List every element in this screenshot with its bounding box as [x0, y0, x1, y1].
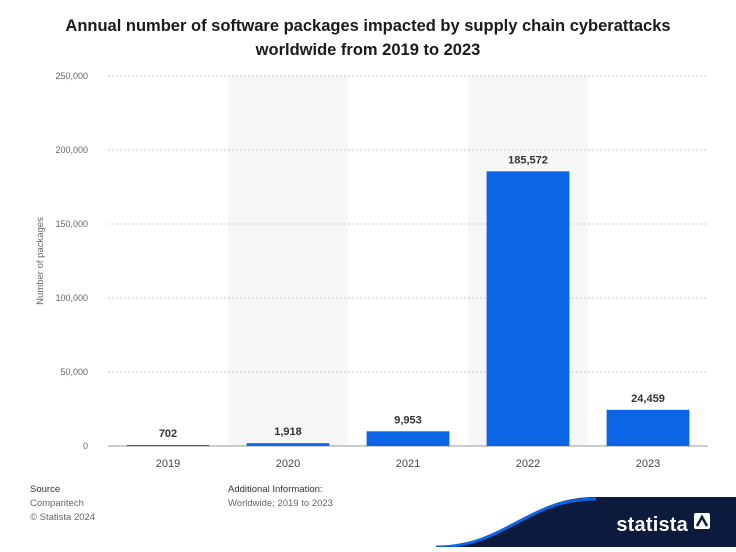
data-label-2020: 1,918 [274, 426, 302, 438]
additional-info-line: Worldwide; 2019 to 2023 [228, 498, 333, 509]
additional-info-heading: Additional Information: [228, 484, 323, 495]
x-tick-labels: 2019 2020 2021 2022 2023 [156, 458, 660, 470]
y-tick-label: 50,000 [60, 367, 88, 377]
bars [126, 171, 690, 446]
bar-2022[interactable] [486, 171, 570, 446]
data-label-2023: 24,459 [631, 393, 665, 405]
statista-logo-text: statista [616, 514, 688, 536]
y-tick-label: 250,000 [55, 71, 88, 81]
x-tick-label-2019: 2019 [156, 458, 180, 470]
y-tick-label: 150,000 [55, 219, 88, 229]
x-tick-label-2020: 2020 [276, 458, 300, 470]
y-tick-labels: 0 50,000 100,000 150,000 200,000 250,000 [55, 71, 88, 451]
statista-brand-banner[interactable]: statista [435, 497, 736, 549]
y-tick-label: 200,000 [55, 145, 88, 155]
x-tick-label-2023: 2023 [636, 458, 660, 470]
bar-2023[interactable] [606, 409, 690, 446]
data-label-2022: 185,572 [508, 154, 548, 166]
y-tick-label: 100,000 [55, 293, 88, 303]
gridlines [108, 75, 708, 447]
data-label-2021: 9,953 [394, 414, 422, 426]
alt-band-2020 [228, 76, 348, 446]
x-tick-label-2021: 2021 [396, 458, 420, 470]
statista-logo-icon [694, 513, 710, 529]
source-line-2: © Statista 2024 [30, 512, 96, 523]
bar-2021[interactable] [366, 431, 450, 446]
y-axis-label: Number of packages [35, 217, 46, 305]
data-labels: 702 1,918 9,953 185,572 24,459 [159, 154, 665, 440]
bar-2020[interactable] [246, 443, 330, 446]
source-heading: Source [30, 484, 61, 495]
y-tick-label: 0 [83, 441, 88, 451]
x-tick-label-2022: 2022 [516, 458, 540, 470]
source-line-1[interactable]: Comparitech [30, 498, 84, 509]
chart-title: Annual number of software packages impac… [65, 17, 671, 59]
bar-2019[interactable] [126, 444, 210, 446]
data-label-2019: 702 [159, 428, 177, 440]
brand-wave-shape [435, 497, 736, 549]
